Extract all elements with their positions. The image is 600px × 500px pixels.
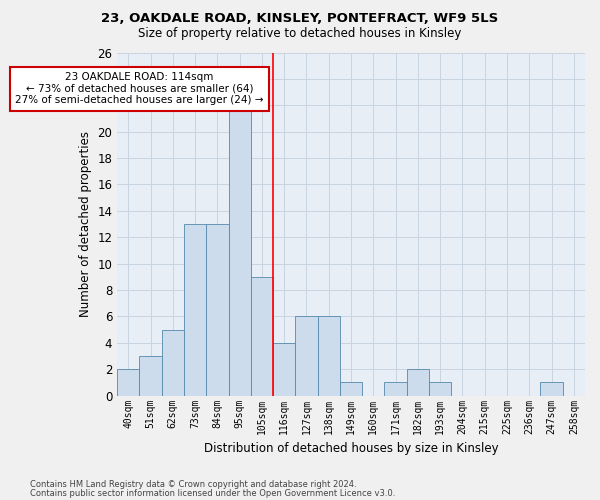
Bar xyxy=(317,316,340,396)
Bar xyxy=(407,369,429,396)
Bar xyxy=(429,382,451,396)
Bar xyxy=(117,369,139,396)
Bar xyxy=(340,382,362,396)
Bar xyxy=(184,224,206,396)
Bar xyxy=(295,316,317,396)
X-axis label: Distribution of detached houses by size in Kinsley: Distribution of detached houses by size … xyxy=(204,442,499,455)
Bar xyxy=(273,343,295,396)
Text: Contains HM Land Registry data © Crown copyright and database right 2024.: Contains HM Land Registry data © Crown c… xyxy=(30,480,356,489)
Bar xyxy=(541,382,563,396)
Bar xyxy=(206,224,229,396)
Bar xyxy=(139,356,161,396)
Text: Size of property relative to detached houses in Kinsley: Size of property relative to detached ho… xyxy=(139,28,461,40)
Bar xyxy=(251,277,273,396)
Text: Contains public sector information licensed under the Open Government Licence v3: Contains public sector information licen… xyxy=(30,489,395,498)
Y-axis label: Number of detached properties: Number of detached properties xyxy=(79,131,92,317)
Text: 23 OAKDALE ROAD: 114sqm
← 73% of detached houses are smaller (64)
27% of semi-de: 23 OAKDALE ROAD: 114sqm ← 73% of detache… xyxy=(15,72,263,106)
Bar xyxy=(385,382,407,396)
Text: 23, OAKDALE ROAD, KINSLEY, PONTEFRACT, WF9 5LS: 23, OAKDALE ROAD, KINSLEY, PONTEFRACT, W… xyxy=(101,12,499,26)
Bar xyxy=(161,330,184,396)
Bar xyxy=(229,106,251,396)
